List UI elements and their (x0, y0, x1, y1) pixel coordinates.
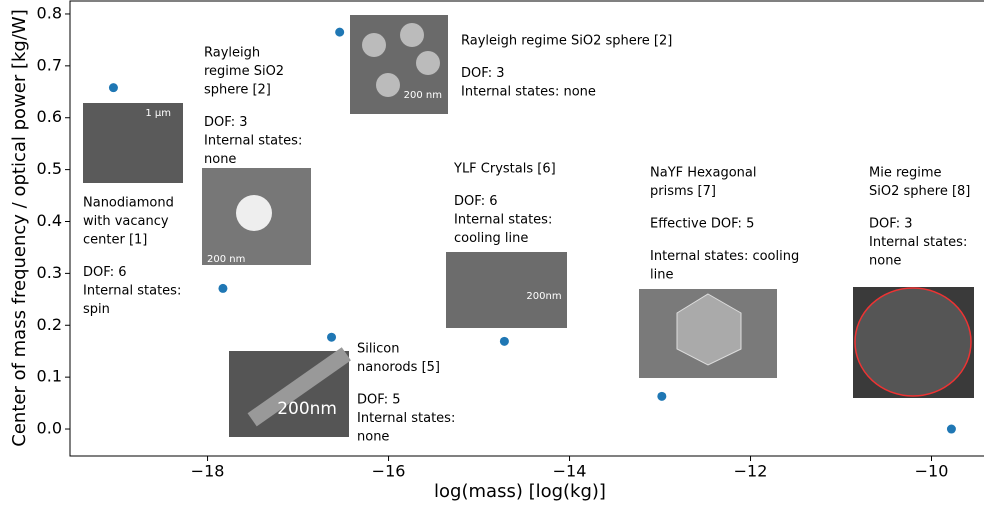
point (335, 27, 345, 37)
x-tick-label: −18 (191, 462, 225, 481)
point (946, 424, 956, 434)
x-axis-label: log(mass) [log(kg)] (434, 481, 606, 502)
y-tick-label: 0.1 (37, 367, 62, 386)
scale-bar-label: 1 μm (145, 108, 171, 119)
particle (416, 51, 440, 75)
annotation-line: none (357, 430, 389, 445)
annotation-line: spin (83, 302, 110, 317)
x-tick-label: −16 (372, 462, 406, 481)
particle (362, 33, 386, 57)
x-tick-label: −14 (553, 462, 587, 481)
micrograph (446, 252, 567, 328)
annotation-line: Internal states: cooling (650, 249, 799, 264)
scale-bar-label: 200 nm (207, 254, 245, 265)
annotation-line: DOF: 3 (204, 115, 248, 130)
hexagon (676, 293, 742, 366)
annotation-line: DOF: 3 (461, 66, 505, 81)
annotation-line: Internal states: (357, 411, 455, 426)
y-tick-label: 0.0 (37, 419, 62, 438)
x-tick-label: −10 (915, 462, 949, 481)
annotation-line: cooling line (454, 231, 528, 246)
y-tick-label: 0.7 (37, 55, 62, 74)
sphere (854, 287, 972, 397)
annotation-line: Internal states: (869, 235, 967, 250)
annotation-line: Nanodiamond (83, 196, 174, 211)
annotation-line: DOF: 5 (357, 393, 401, 408)
annotation-line: none (204, 152, 236, 167)
annotation-line: regime SiO2 (204, 64, 284, 79)
annotation-line: line (650, 268, 673, 283)
y-tick-label: 0.8 (37, 3, 62, 22)
annotation-line: Internal states: none (461, 85, 596, 100)
annotation-line: SiO2 sphere [8] (869, 184, 970, 199)
point (657, 391, 667, 401)
annotation-line: none (869, 254, 901, 269)
annotation-line: with vacancy (83, 214, 169, 229)
particle (376, 73, 400, 97)
annotation-line: Internal states: (204, 134, 302, 149)
y-tick-label: 0.3 (37, 263, 62, 282)
annotation-line: DOF: 3 (869, 217, 913, 232)
y-tick-label: 0.2 (37, 315, 62, 334)
annotation-line: sphere [2] (204, 83, 271, 98)
annotation-line: Rayleigh (204, 46, 260, 61)
scale-bar-label: 200 nm (404, 90, 442, 101)
micrograph (83, 103, 183, 183)
plot-frame (69, 0, 984, 457)
annotation-line: DOF: 6 (454, 194, 498, 209)
annotation-line: prisms [7] (650, 184, 716, 199)
y-axis-label: Center of mass frequency / optical power… (9, 9, 30, 446)
point (218, 283, 228, 293)
point (499, 336, 509, 346)
y-tick-label: 0.5 (37, 159, 62, 178)
scale-bar-label: 200nm (526, 291, 561, 302)
annotation-line: YLF Crystals [6] (453, 162, 556, 177)
x-tick-label: −12 (734, 462, 768, 481)
nanorod (247, 347, 351, 427)
y-tick-label: 0.6 (37, 107, 62, 126)
annotation-line: Silicon (357, 342, 399, 357)
annotation-line: Effective DOF: 5 (650, 217, 754, 232)
point (108, 83, 118, 93)
annotation-line: Internal states: (454, 213, 552, 228)
annotation-line: Mie regime (869, 166, 942, 181)
annotation-line: NaYF Hexagonal (650, 166, 756, 181)
annotation-line: Rayleigh regime SiO2 sphere [2] (461, 34, 672, 49)
particle (400, 23, 424, 47)
point (327, 332, 337, 342)
y-tick-label: 0.4 (37, 211, 62, 230)
particle (236, 195, 272, 231)
annotation-line: nanorods [5] (357, 360, 440, 375)
annotation-line: Internal states: (83, 284, 181, 299)
annotation-line: center [1] (83, 233, 147, 248)
annotation-line: DOF: 6 (83, 265, 127, 280)
scale-bar-label: 200nm (277, 399, 337, 419)
